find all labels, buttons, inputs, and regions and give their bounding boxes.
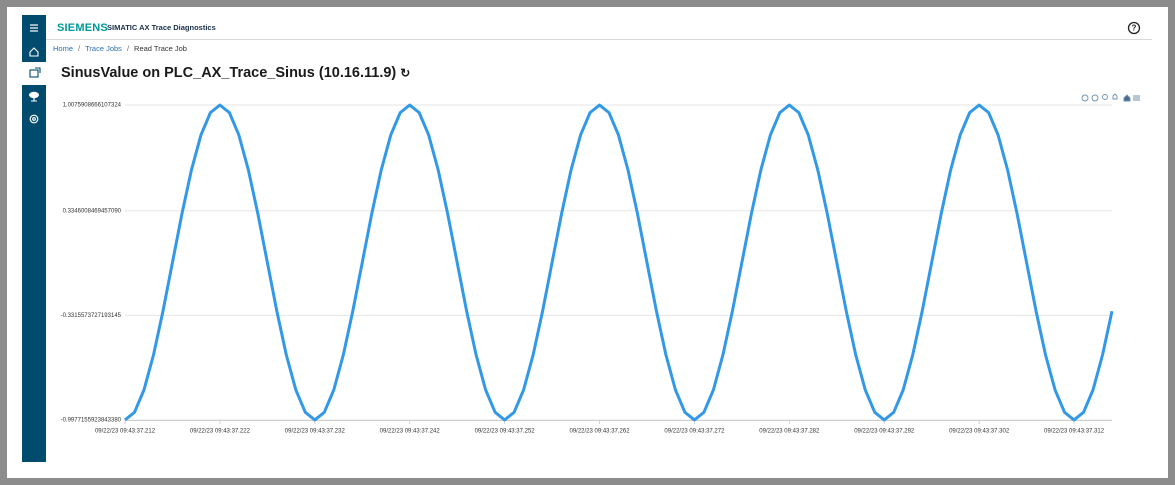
nav-selected[interactable] (22, 62, 46, 85)
y-tick-label: -0.9977155923843380 (61, 418, 122, 424)
app-name: SIMATIC AX Trace Diagnostics (107, 23, 216, 32)
zoom-in-button[interactable] (1081, 94, 1089, 102)
svg-text:?: ? (1132, 24, 1137, 33)
app-window (7, 7, 1168, 478)
reset-button[interactable] (1123, 94, 1131, 102)
chart-menu-button[interactable] (1133, 95, 1140, 101)
header-divider (46, 39, 1152, 40)
x-tick-label: 09/22/23 09:43:37.212 (95, 429, 156, 435)
sidebar (22, 15, 46, 462)
x-tick-label: 09/22/23 09:43:37.312 (1044, 429, 1105, 435)
zoom-button[interactable] (1102, 94, 1108, 100)
series-line (124, 103, 1114, 422)
breadcrumb: Home / Trace Jobs / Read Trace Job (53, 44, 187, 53)
x-tick-label: 09/22/23 09:43:37.262 (569, 429, 630, 435)
cloud-button[interactable] (29, 91, 39, 102)
x-tick-label: 09/22/23 09:43:37.252 (475, 429, 536, 435)
x-tick-label: 09/22/23 09:43:37.302 (949, 429, 1010, 435)
help-button[interactable]: ? (1127, 21, 1141, 35)
breadcrumb-current: Read Trace Job (134, 44, 187, 53)
y-tick-label: 1.0075908666107324 (63, 103, 122, 109)
pan-button[interactable] (1112, 93, 1118, 100)
trace-jobs-icon (29, 67, 41, 78)
x-tick-label: 09/22/23 09:43:37.272 (664, 429, 725, 435)
title-text: SinusValue on PLC_AX_Trace_Sinus (10.16.… (61, 65, 397, 81)
x-tick-label: 09/22/23 09:43:37.242 (380, 429, 441, 435)
brand: SIEMENS (57, 22, 108, 34)
breadcrumb-link[interactable]: Trace Jobs (85, 44, 122, 53)
home-button[interactable] (29, 47, 39, 57)
y-tick-label: 0.3346008469457090 (63, 208, 122, 214)
x-tick-label: 09/22/23 09:43:37.292 (854, 429, 915, 435)
menu-button[interactable] (30, 24, 38, 32)
breadcrumb-link[interactable]: Home (53, 44, 74, 53)
y-tick-label: -0.3315573727193145 (61, 313, 122, 319)
x-tick-label: 09/22/23 09:43:37.282 (759, 429, 820, 435)
page-title: SinusValue on PLC_AX_Trace_Sinus (10.16.… (61, 65, 410, 81)
refresh-button[interactable]: ↻ (400, 66, 411, 80)
zoom-out-button[interactable] (1091, 94, 1099, 102)
x-tick-label: 09/22/23 09:43:37.232 (285, 429, 346, 435)
chart-toolbar (1081, 93, 1140, 102)
settings-button[interactable] (29, 114, 39, 124)
x-tick-label: 09/22/23 09:43:37.222 (190, 429, 251, 435)
